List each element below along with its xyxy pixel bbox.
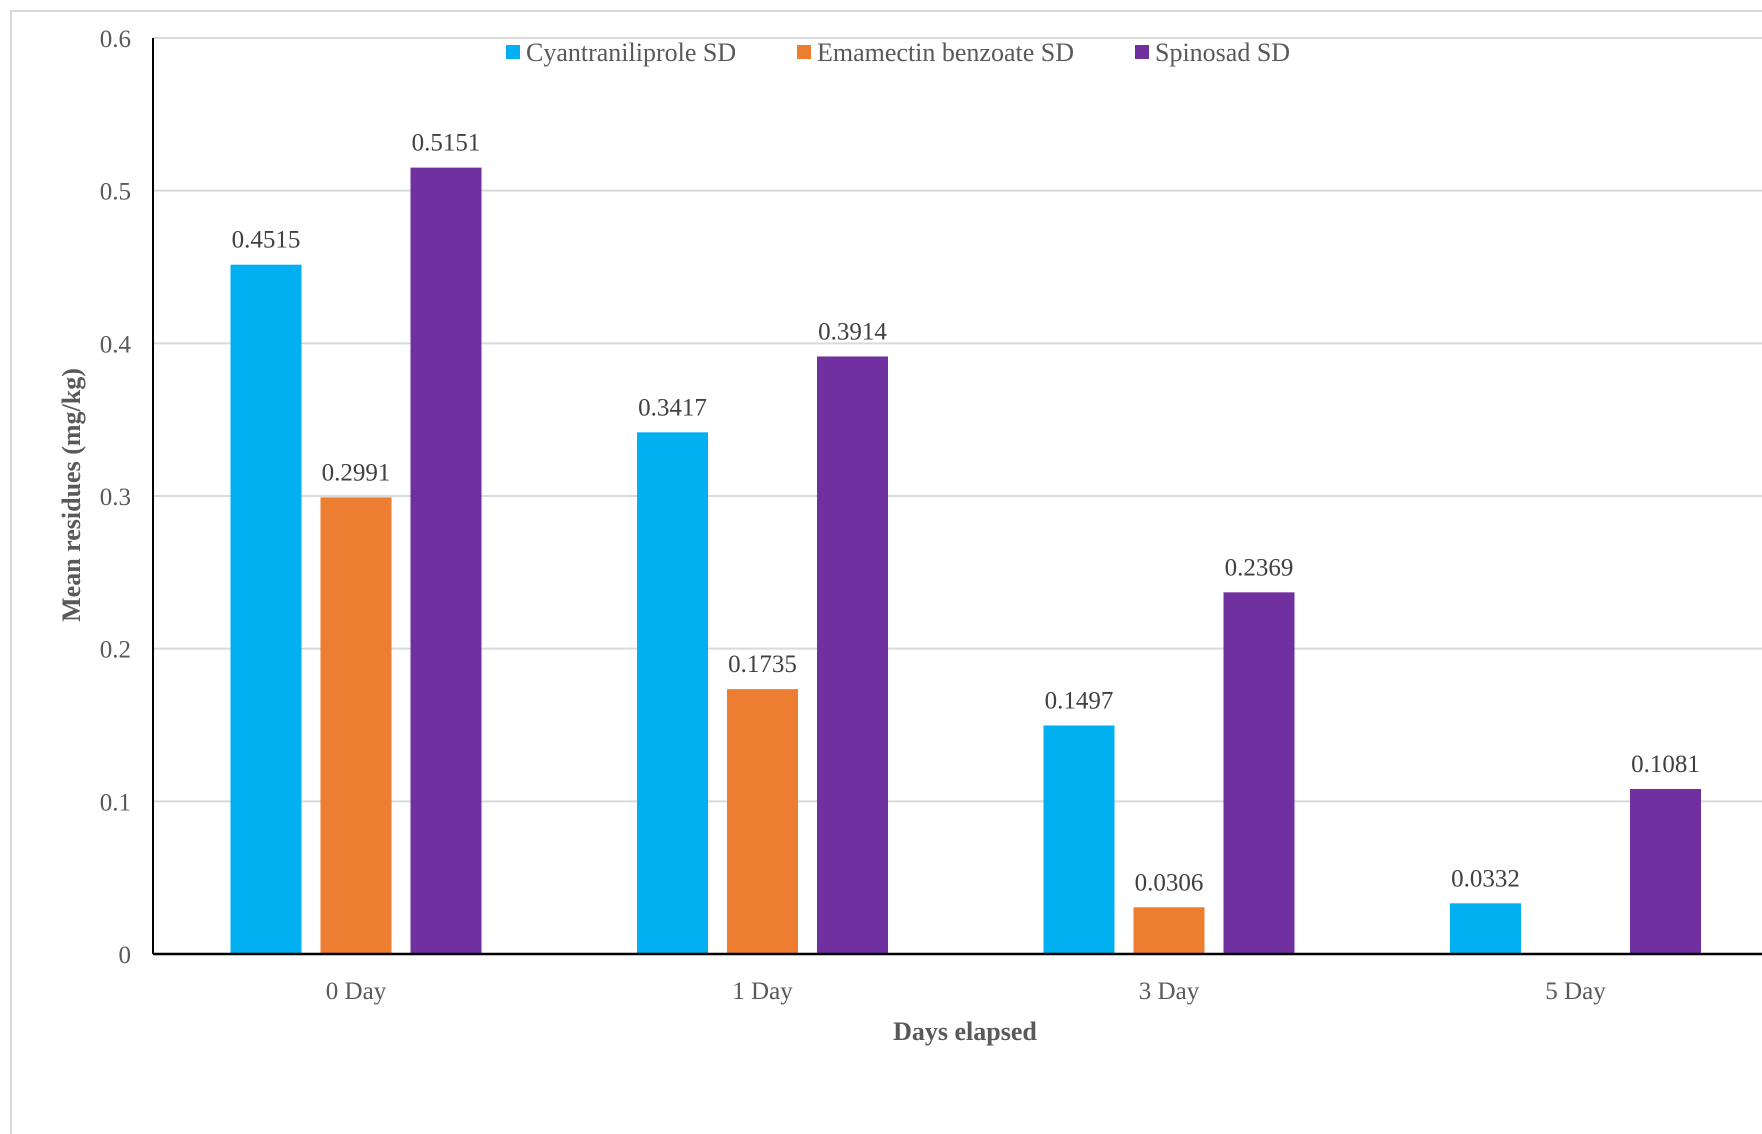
data-label: 0.1497 (1045, 687, 1114, 714)
bar (410, 167, 482, 954)
x-tick-label: 3 Day (1139, 978, 1200, 1005)
y-tick-label: 0.4 (100, 331, 132, 358)
y-tick-label: 0.6 (100, 26, 131, 53)
data-label: 0.1081 (1631, 751, 1700, 778)
legend-label: Cyantraniliprole SD (526, 38, 736, 67)
y-tick-label: 0.5 (100, 179, 131, 206)
x-tick-label: 0 Day (326, 978, 387, 1005)
data-label: 0.0306 (1135, 869, 1204, 896)
bar (320, 497, 392, 954)
bar (230, 264, 302, 955)
data-label: 0.5151 (412, 130, 481, 157)
y-tick-label: 0.1 (100, 789, 131, 816)
legend-swatch (1135, 45, 1149, 59)
data-label: 0.2991 (322, 459, 391, 486)
x-axis-title: Days elapsed (893, 1017, 1037, 1046)
data-label: 0.2369 (1225, 554, 1294, 581)
bar (727, 689, 798, 954)
bar (817, 356, 888, 955)
x-tick-label: 5 Day (1545, 978, 1606, 1005)
bar (1450, 903, 1521, 954)
bars (230, 167, 1701, 955)
data-label: 0.1735 (728, 651, 797, 678)
data-labels: 0.4515 0.2991 0.5151 0.3417 0.1735 0.3914 0.14… (232, 130, 1700, 897)
data-label: 0.0332 (1451, 865, 1520, 892)
legend-label: Emamectin benzoate SD (817, 38, 1074, 67)
legend-swatch (797, 45, 811, 59)
bar (1630, 788, 1701, 954)
legend-swatch (506, 45, 520, 59)
bar (1043, 725, 1115, 954)
tick-labels: 0 0.1 0.2 0.3 0.4 0.5 0.6 0 Day 1 Day 3 Day 5 Day (100, 26, 1606, 1005)
y-axis-title: Mean residues (mg/kg) (57, 368, 86, 622)
legend-label: Spinosad SD (1155, 38, 1290, 67)
y-tick-label: 0.3 (100, 484, 131, 511)
y-tick-label: 0.2 (100, 637, 131, 664)
data-label: 0.4515 (232, 227, 301, 254)
bar (1133, 907, 1205, 954)
bar (637, 432, 708, 954)
gridlines (153, 37, 1762, 803)
bar (1223, 592, 1295, 954)
legend: Cyantraniliprole SD Emamectin benzoate SD… (506, 38, 1290, 67)
x-tick-label: 1 Day (732, 978, 793, 1005)
data-label: 0.3417 (638, 394, 707, 421)
axes (152, 38, 1762, 956)
y-tick-label: 0 (119, 942, 132, 969)
data-label: 0.3914 (818, 318, 887, 345)
